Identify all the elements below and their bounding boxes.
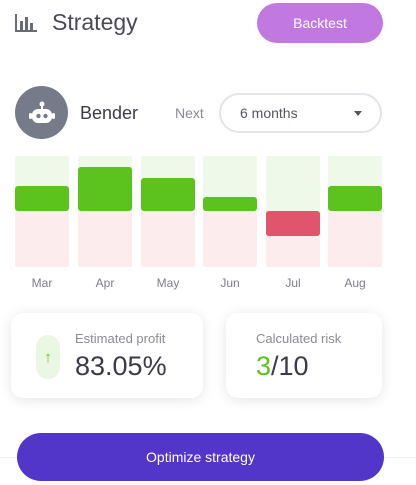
- chart-bar-mar[interactable]: [15, 186, 69, 211]
- x-tick-label: Aug: [344, 276, 366, 290]
- chart-column: [78, 156, 132, 267]
- bot-name: Bender: [80, 103, 139, 123]
- optimize-strategy-button[interactable]: Optimize strategy: [17, 433, 384, 481]
- x-tick-label: Jul: [285, 276, 301, 290]
- avatar: [15, 86, 68, 139]
- chevron-down-icon: [354, 111, 362, 116]
- profit-card: ↑ Estimated profit 83.05%: [11, 313, 203, 398]
- chart-bar-jun[interactable]: [203, 197, 257, 211]
- negative-zone: [141, 211, 195, 267]
- chart-bar-aug[interactable]: [328, 186, 382, 211]
- page-title: Strategy: [52, 9, 138, 35]
- profit-value: 83.05%: [75, 351, 167, 381]
- negative-zone: [15, 211, 69, 267]
- negative-zone: [328, 211, 382, 267]
- next-label: Next: [175, 105, 204, 121]
- chart-bar-jul[interactable]: [266, 211, 320, 236]
- risk-score: 3: [256, 351, 272, 381]
- chart-bar-apr[interactable]: [78, 167, 132, 211]
- chart-column: [328, 156, 382, 267]
- x-tick-label: May: [156, 276, 180, 290]
- chart-column: [141, 156, 195, 267]
- x-tick-label: Mar: [31, 276, 53, 290]
- bot-row: Bender Next 6 months: [0, 86, 416, 140]
- x-tick-label: Jun: [220, 276, 240, 290]
- negative-zone: [203, 211, 257, 267]
- arrow-up-icon: ↑: [36, 335, 60, 379]
- x-tick-label: Apr: [95, 276, 115, 290]
- period-select-value: 6 months: [240, 105, 298, 121]
- chart-bar-may[interactable]: [141, 178, 195, 211]
- risk-card: Calculated risk 3/10: [226, 313, 382, 398]
- header: Strategy Backtest: [0, 0, 416, 48]
- negative-zone: [78, 211, 132, 267]
- bar-chart-icon: [15, 14, 37, 32]
- chart-column: [266, 156, 320, 267]
- risk-label: Calculated risk: [256, 331, 342, 346]
- chart-column: [203, 156, 257, 267]
- monthly-bar-chart: Mar Apr May Jun Jul Aug: [0, 156, 416, 296]
- backtest-button[interactable]: Backtest: [257, 3, 383, 43]
- risk-scale: /10: [271, 351, 309, 381]
- robot-icon: [28, 101, 55, 123]
- profit-label: Estimated profit: [75, 331, 166, 346]
- chart-column: [15, 156, 69, 267]
- risk-value: 3/10: [256, 351, 309, 382]
- positive-zone: [266, 156, 320, 211]
- period-select[interactable]: 6 months: [219, 93, 382, 133]
